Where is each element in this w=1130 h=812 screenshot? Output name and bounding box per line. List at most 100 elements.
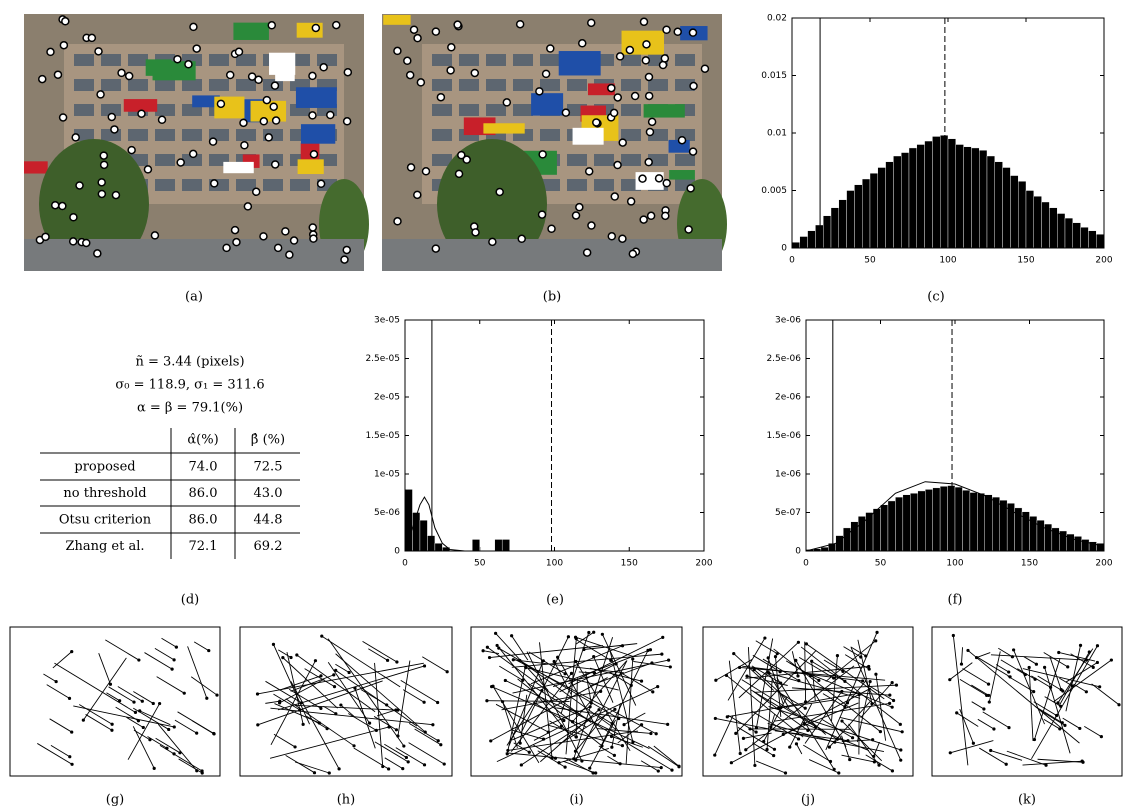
keypoint: [309, 149, 319, 159]
match-point: [1091, 665, 1095, 669]
match-line: [768, 672, 861, 699]
match-point: [867, 667, 871, 671]
match-point: [971, 741, 975, 745]
match-point: [1043, 665, 1047, 669]
caption: (c): [927, 290, 944, 305]
match-line: [768, 672, 790, 709]
histogram-bar: [1088, 230, 1097, 249]
histogram-bar: [932, 136, 941, 249]
keypoint: [340, 255, 349, 264]
match-line: [750, 710, 799, 740]
histogram-bar: [815, 224, 824, 249]
caption: (f): [948, 593, 963, 608]
match-line: [753, 669, 827, 735]
match-point: [491, 684, 495, 688]
sign: [295, 87, 337, 108]
window: [155, 104, 175, 116]
match-point: [1034, 662, 1039, 666]
histogram-bar: [880, 504, 889, 552]
street: [382, 239, 722, 271]
match-point: [610, 745, 614, 749]
photo: [382, 14, 727, 271]
match-line: [1065, 662, 1098, 683]
match-panel: [239, 626, 453, 777]
match-line: [653, 745, 680, 767]
match-point: [68, 755, 72, 759]
histogram-bar: [955, 144, 964, 249]
match-line: [739, 667, 886, 681]
histogram-bar: [820, 546, 829, 552]
histogram-bar: [862, 178, 871, 249]
match-point: [797, 678, 801, 683]
histogram-bar: [1095, 233, 1105, 249]
keypoint: [502, 98, 512, 107]
match-point: [485, 645, 489, 649]
window: [101, 54, 121, 66]
match-point: [108, 682, 113, 686]
match-point: [402, 744, 406, 748]
sign: [123, 99, 158, 112]
keypoint: [413, 33, 422, 43]
match-line: [533, 701, 565, 721]
match-point: [439, 743, 443, 747]
keypoint: [230, 225, 240, 235]
keypoint: [688, 28, 698, 37]
match-point: [992, 727, 996, 731]
match-point: [195, 731, 199, 735]
keypoint: [270, 81, 280, 90]
match-point: [352, 744, 356, 748]
match-line: [971, 701, 985, 710]
keypoint: [176, 158, 185, 167]
sign: [223, 161, 254, 174]
histogram-bar: [1002, 167, 1011, 249]
histogram-bar: [1056, 213, 1066, 249]
keypoint: [110, 125, 119, 134]
caption: (k): [1018, 793, 1036, 808]
match-line: [384, 757, 403, 769]
keypoint: [309, 234, 318, 243]
match-point: [494, 631, 498, 635]
match-line: [397, 660, 411, 737]
match-point: [1070, 684, 1075, 688]
keypoint: [240, 141, 249, 150]
keypoint: [270, 160, 280, 169]
match-line: [126, 716, 144, 728]
match-point: [325, 726, 329, 731]
sign: [531, 93, 564, 116]
histogram-bar: [994, 161, 1003, 249]
match-line: [806, 643, 885, 700]
match-point: [868, 679, 872, 684]
match-point: [580, 759, 584, 763]
window: [567, 79, 587, 91]
histogram-bar: [979, 150, 988, 249]
keypoint: [592, 118, 601, 127]
keypoint: [403, 56, 412, 66]
match-point: [334, 712, 338, 716]
match-line: [422, 656, 448, 673]
match-point: [1054, 713, 1059, 718]
match-point: [271, 642, 276, 646]
match-point: [205, 696, 209, 700]
caption: (b): [543, 290, 561, 305]
match-point: [848, 757, 852, 762]
histogram-bar: [947, 138, 956, 249]
match-line: [519, 694, 528, 744]
keypoint: [308, 71, 317, 81]
keypoint: [209, 179, 219, 188]
y-tick-label: 2e-06: [775, 393, 801, 403]
keypoint: [239, 118, 248, 128]
match-point: [278, 699, 282, 703]
match-point: [339, 703, 343, 707]
match-point: [620, 644, 625, 648]
keypoint: [68, 237, 78, 246]
x-tick-label: 100: [546, 559, 563, 569]
photo: [24, 14, 369, 271]
match-point: [395, 660, 399, 664]
match-line: [108, 686, 135, 703]
keypoint: [69, 212, 78, 222]
window: [432, 79, 452, 91]
keypoint: [393, 46, 402, 56]
match-point: [1098, 685, 1102, 689]
histogram-bar: [854, 184, 863, 249]
match-line: [967, 650, 1080, 744]
